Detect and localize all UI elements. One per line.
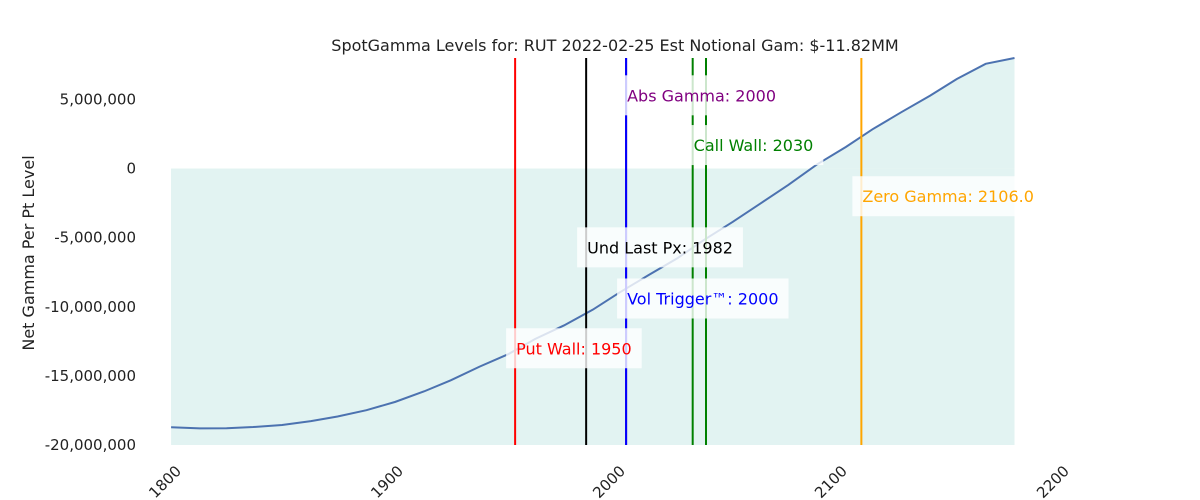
y-tick-label: -15,000,000 (45, 367, 136, 385)
chart-title: SpotGamma Levels for: RUT 2022-02-25 Est… (331, 36, 898, 55)
level-label-bg-1 (577, 227, 743, 268)
y-tick-label: -10,000,000 (45, 298, 136, 316)
x-tick-label: 2200 (1033, 462, 1073, 500)
net-gamma-series-line (171, 57, 1015, 430)
x-tick-label: 1800 (145, 462, 185, 500)
level-label-2: Abs Gamma: 2000 (627, 86, 776, 105)
y-tick-label: -20,000,000 (45, 436, 136, 454)
level-label-bg-4 (683, 125, 824, 166)
level-label-4: Call Wall: 2030 (694, 136, 814, 155)
level-label-3: Vol Trigger™: 2000 (627, 289, 778, 308)
level-labels: Put Wall: 1950 Und Last Px: 1982 Abs Gamma… (506, 75, 1044, 369)
y-tick-label: -5,000,000 (54, 229, 136, 247)
x-tick-label: 2000 (589, 462, 629, 500)
level-label-bg-2 (617, 75, 787, 116)
level-label-bg-6 (852, 176, 1044, 217)
y-axis-ticks: 5,000,000 0 -5,000,000 -10,000,000 -15,000,0… (45, 90, 136, 454)
x-tick-label: 1900 (367, 462, 407, 500)
y-tick-label: 0 (126, 160, 136, 178)
level-label-bg-0 (506, 328, 642, 369)
level-label-bg-3 (617, 278, 789, 319)
level-label-1: Und Last Px: 1982 (587, 238, 733, 257)
net-gamma-line (171, 57, 1015, 430)
y-axis-label: Net Gamma Per Pt Level (19, 155, 38, 350)
level-label-6: Zero Gamma: 2106.0 (862, 187, 1034, 206)
x-tick-label: 2100 (811, 462, 851, 500)
level-label-0: Put Wall: 1950 (516, 339, 632, 358)
x-axis-ticks: 1800 1900 2000 2100 2200 (145, 462, 1073, 500)
y-tick-label: 5,000,000 (60, 90, 136, 108)
